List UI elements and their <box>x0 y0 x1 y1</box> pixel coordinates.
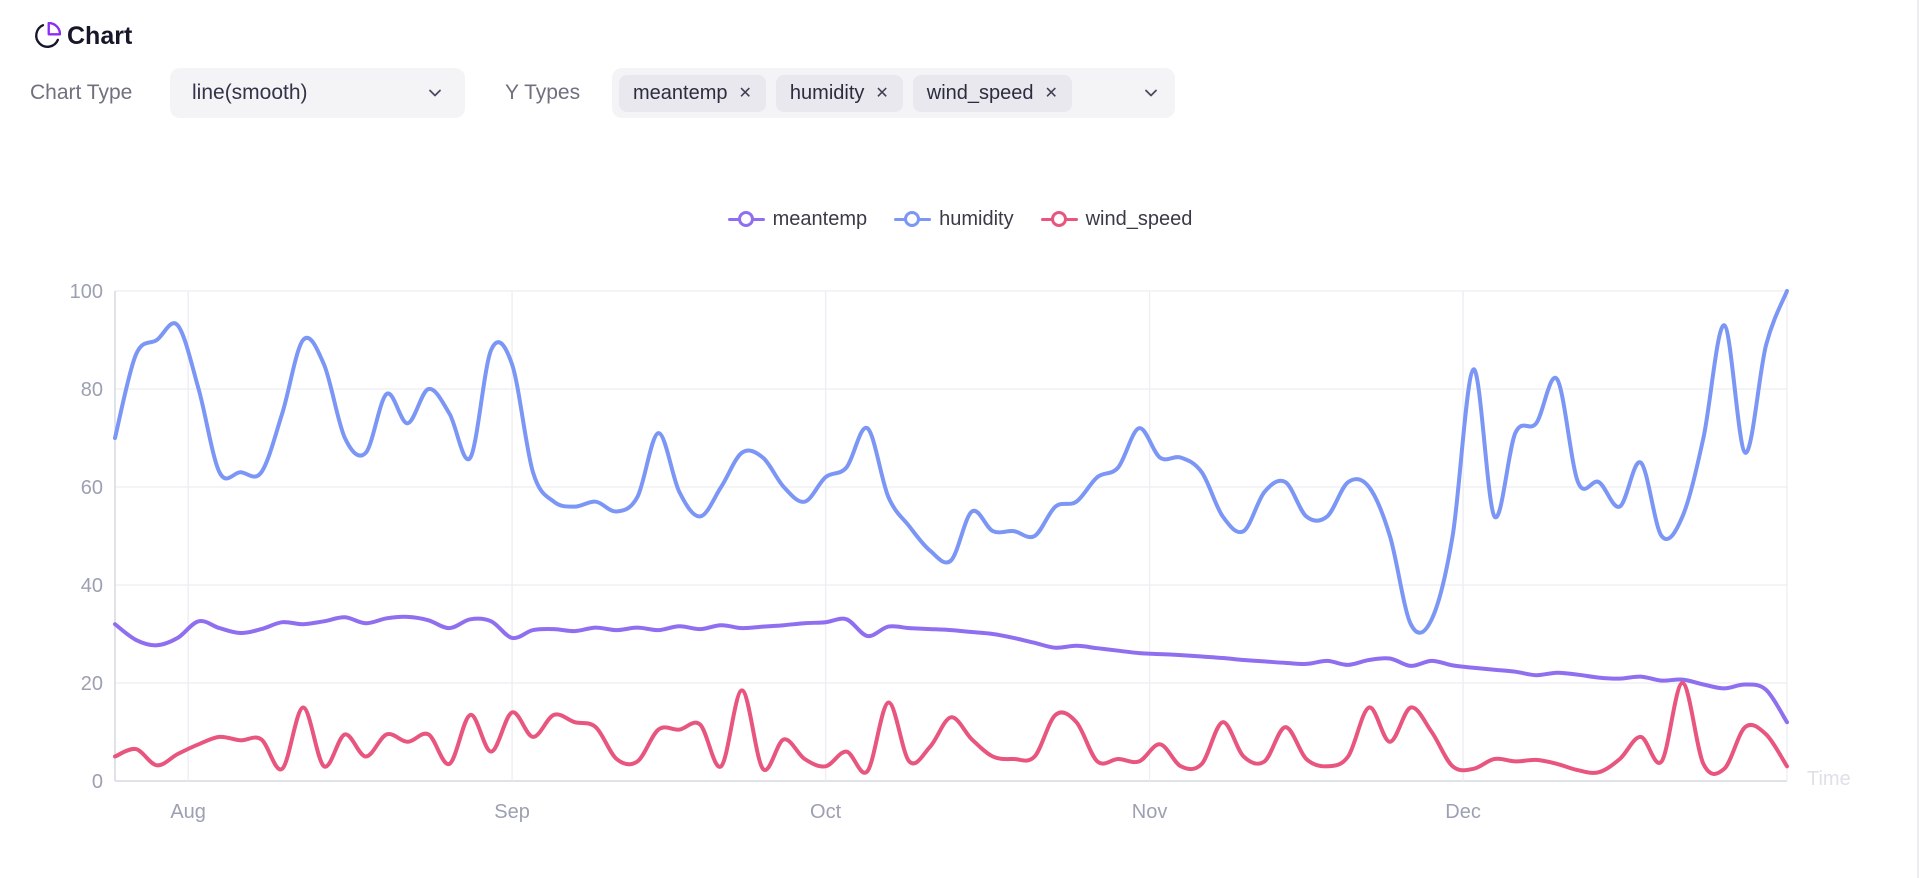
legend-label: humidity <box>939 207 1014 230</box>
chart-type-value: line(smooth) <box>192 81 308 104</box>
remove-tag-x-icon[interactable]: ✕ <box>875 85 889 102</box>
y-types-label: Y Types <box>505 81 581 104</box>
legend-item-humidity[interactable]: humidity <box>894 207 1014 231</box>
x-tick-label: Oct <box>810 801 842 823</box>
chart-legend: meantemp humidity wind_speed <box>0 203 1920 235</box>
y-tick-label: 80 <box>81 379 103 401</box>
ytype-tag-wind_speed[interactable]: wind_speed ✕ <box>912 74 1072 112</box>
chart-type-select[interactable]: line(smooth) <box>170 68 465 118</box>
y-tick-label: 20 <box>81 673 103 695</box>
series-line-meantemp[interactable] <box>113 614 1789 725</box>
remove-tag-x-icon[interactable]: ✕ <box>1044 85 1058 102</box>
pie-chart-icon <box>34 21 62 49</box>
legend-marker-icon <box>727 211 765 227</box>
right-edge-divider <box>1917 0 1919 878</box>
x-tick-label: Sep <box>494 801 530 823</box>
chevron-down-icon <box>1143 85 1159 101</box>
ytype-tag-label: humidity <box>789 81 865 104</box>
ytype-tag-label: wind_speed <box>926 81 1034 104</box>
legend-marker-icon <box>894 211 932 227</box>
remove-tag-x-icon[interactable]: ✕ <box>738 85 752 102</box>
ytype-tag-label: meantemp <box>633 81 728 104</box>
y-tick-label: 0 <box>92 771 103 793</box>
page-title: Chart <box>67 22 133 50</box>
ytype-tag-meantemp[interactable]: meantemp ✕ <box>619 74 766 112</box>
series-line-humidity[interactable] <box>113 289 1789 635</box>
chart-type-label: Chart Type <box>30 81 133 104</box>
y-types-select[interactable]: meantemp ✕ humidity ✕ wind_speed ✕ <box>612 68 1175 118</box>
ytype-tag-humidity[interactable]: humidity ✕ <box>775 74 903 112</box>
legend-label: wind_speed <box>1085 207 1193 230</box>
x-tick-label: Aug <box>170 801 206 823</box>
line-chart-canvas[interactable]: 0 20 40 60 80 100 Aug Sep Oct Nov Dec <box>0 230 1920 878</box>
y-tick-label: 40 <box>81 575 103 597</box>
legend-label: meantemp <box>772 207 868 230</box>
y-tick-label: 100 <box>70 281 103 303</box>
x-axis-title: Time <box>1807 768 1851 790</box>
series-line-wind_speed[interactable] <box>113 680 1789 776</box>
x-tick-label: Nov <box>1132 801 1168 823</box>
legend-item-meantemp[interactable]: meantemp <box>727 207 868 231</box>
x-tick-label: Dec <box>1445 801 1481 823</box>
legend-item-wind_speed[interactable]: wind_speed <box>1040 207 1193 231</box>
legend-marker-icon <box>1040 211 1078 227</box>
y-tick-label: 60 <box>81 477 103 499</box>
chevron-down-icon <box>427 85 443 101</box>
